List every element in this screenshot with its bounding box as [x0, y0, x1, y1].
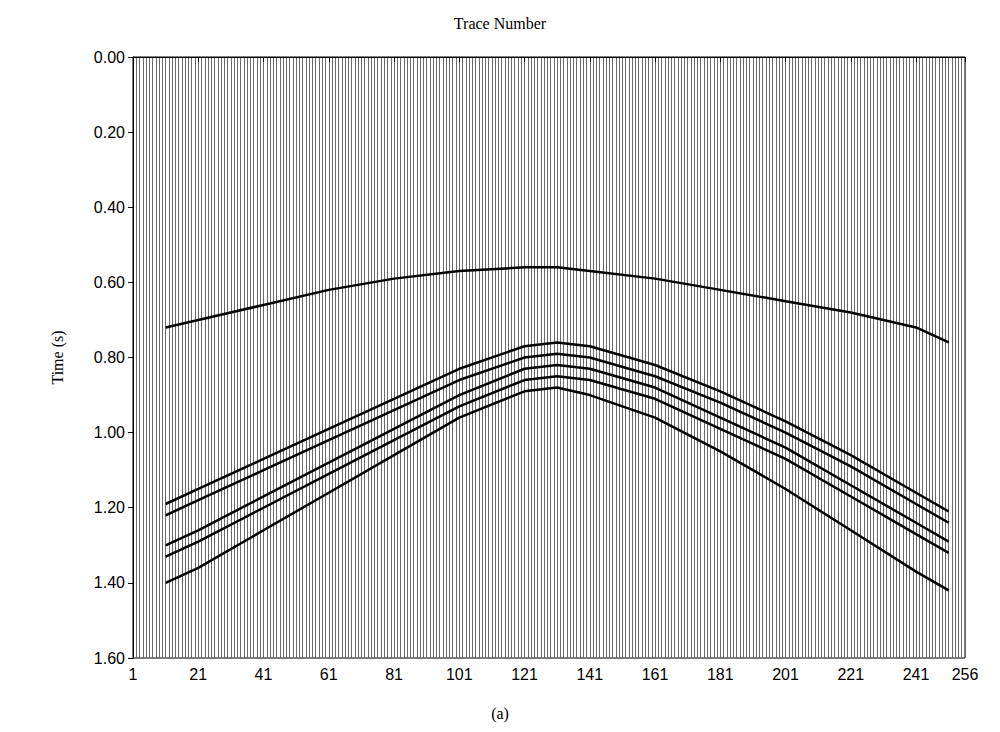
- svg-text:141: 141: [576, 666, 603, 683]
- svg-text:21: 21: [189, 666, 207, 683]
- svg-text:0.00: 0.00: [94, 49, 125, 66]
- svg-text:61: 61: [320, 666, 338, 683]
- svg-text:Trace Number: Trace Number: [454, 15, 547, 32]
- svg-text:Time (s): Time (s): [49, 330, 67, 384]
- svg-text:101: 101: [446, 666, 473, 683]
- svg-text:81: 81: [385, 666, 403, 683]
- svg-text:221: 221: [837, 666, 864, 683]
- svg-text:121: 121: [511, 666, 538, 683]
- svg-text:1: 1: [129, 666, 138, 683]
- svg-text:201: 201: [772, 666, 799, 683]
- svg-text:1.00: 1.00: [94, 424, 125, 441]
- svg-text:161: 161: [642, 666, 669, 683]
- svg-text:1.20: 1.20: [94, 499, 125, 516]
- svg-text:0.20: 0.20: [94, 124, 125, 141]
- svg-text:0.80: 0.80: [94, 349, 125, 366]
- svg-text:241: 241: [903, 666, 930, 683]
- svg-text:1.60: 1.60: [94, 650, 125, 667]
- svg-text:(a): (a): [491, 705, 509, 723]
- svg-text:0.40: 0.40: [94, 199, 125, 216]
- svg-text:0.60: 0.60: [94, 274, 125, 291]
- svg-text:1.40: 1.40: [94, 574, 125, 591]
- svg-text:256: 256: [952, 666, 979, 683]
- svg-text:181: 181: [707, 666, 734, 683]
- svg-text:41: 41: [255, 666, 273, 683]
